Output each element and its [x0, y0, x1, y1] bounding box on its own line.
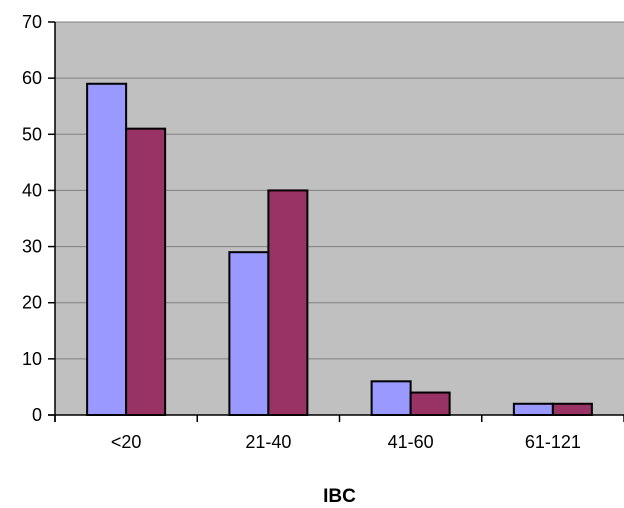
y-tick-label: 0 — [32, 405, 42, 425]
bar-series-2-3 — [551, 402, 593, 416]
x-axis-title: IBC — [323, 486, 356, 507]
y-tick-label: 70 — [22, 12, 42, 32]
y-tick-label: 10 — [22, 349, 42, 369]
y-tick-label: 30 — [22, 237, 42, 257]
bar-series-2-0 — [125, 127, 167, 417]
bar-series-2-2 — [409, 391, 451, 416]
y-tick-label: 60 — [22, 68, 42, 88]
x-tick-label: 61-121 — [525, 432, 581, 452]
axes — [48, 21, 624, 422]
bar-series-1-1 — [228, 251, 270, 416]
bar-series-1-0 — [86, 82, 128, 416]
bar-series-1-3 — [512, 402, 554, 416]
y-tick-label: 40 — [22, 180, 42, 200]
x-tick-labels: <20 21-40 41-60 61-121 — [111, 432, 581, 452]
bar-series-2-1 — [267, 189, 309, 416]
y-tick-label: 20 — [22, 293, 42, 313]
bar-series-1-2 — [370, 380, 412, 417]
x-tick-label: 41-60 — [388, 432, 434, 452]
x-tick-label: 21-40 — [245, 432, 291, 452]
y-tick-label: 50 — [22, 124, 42, 144]
y-tick-labels: 0 10 20 30 40 50 60 70 — [22, 12, 42, 425]
x-tick-label: <20 — [111, 432, 142, 452]
